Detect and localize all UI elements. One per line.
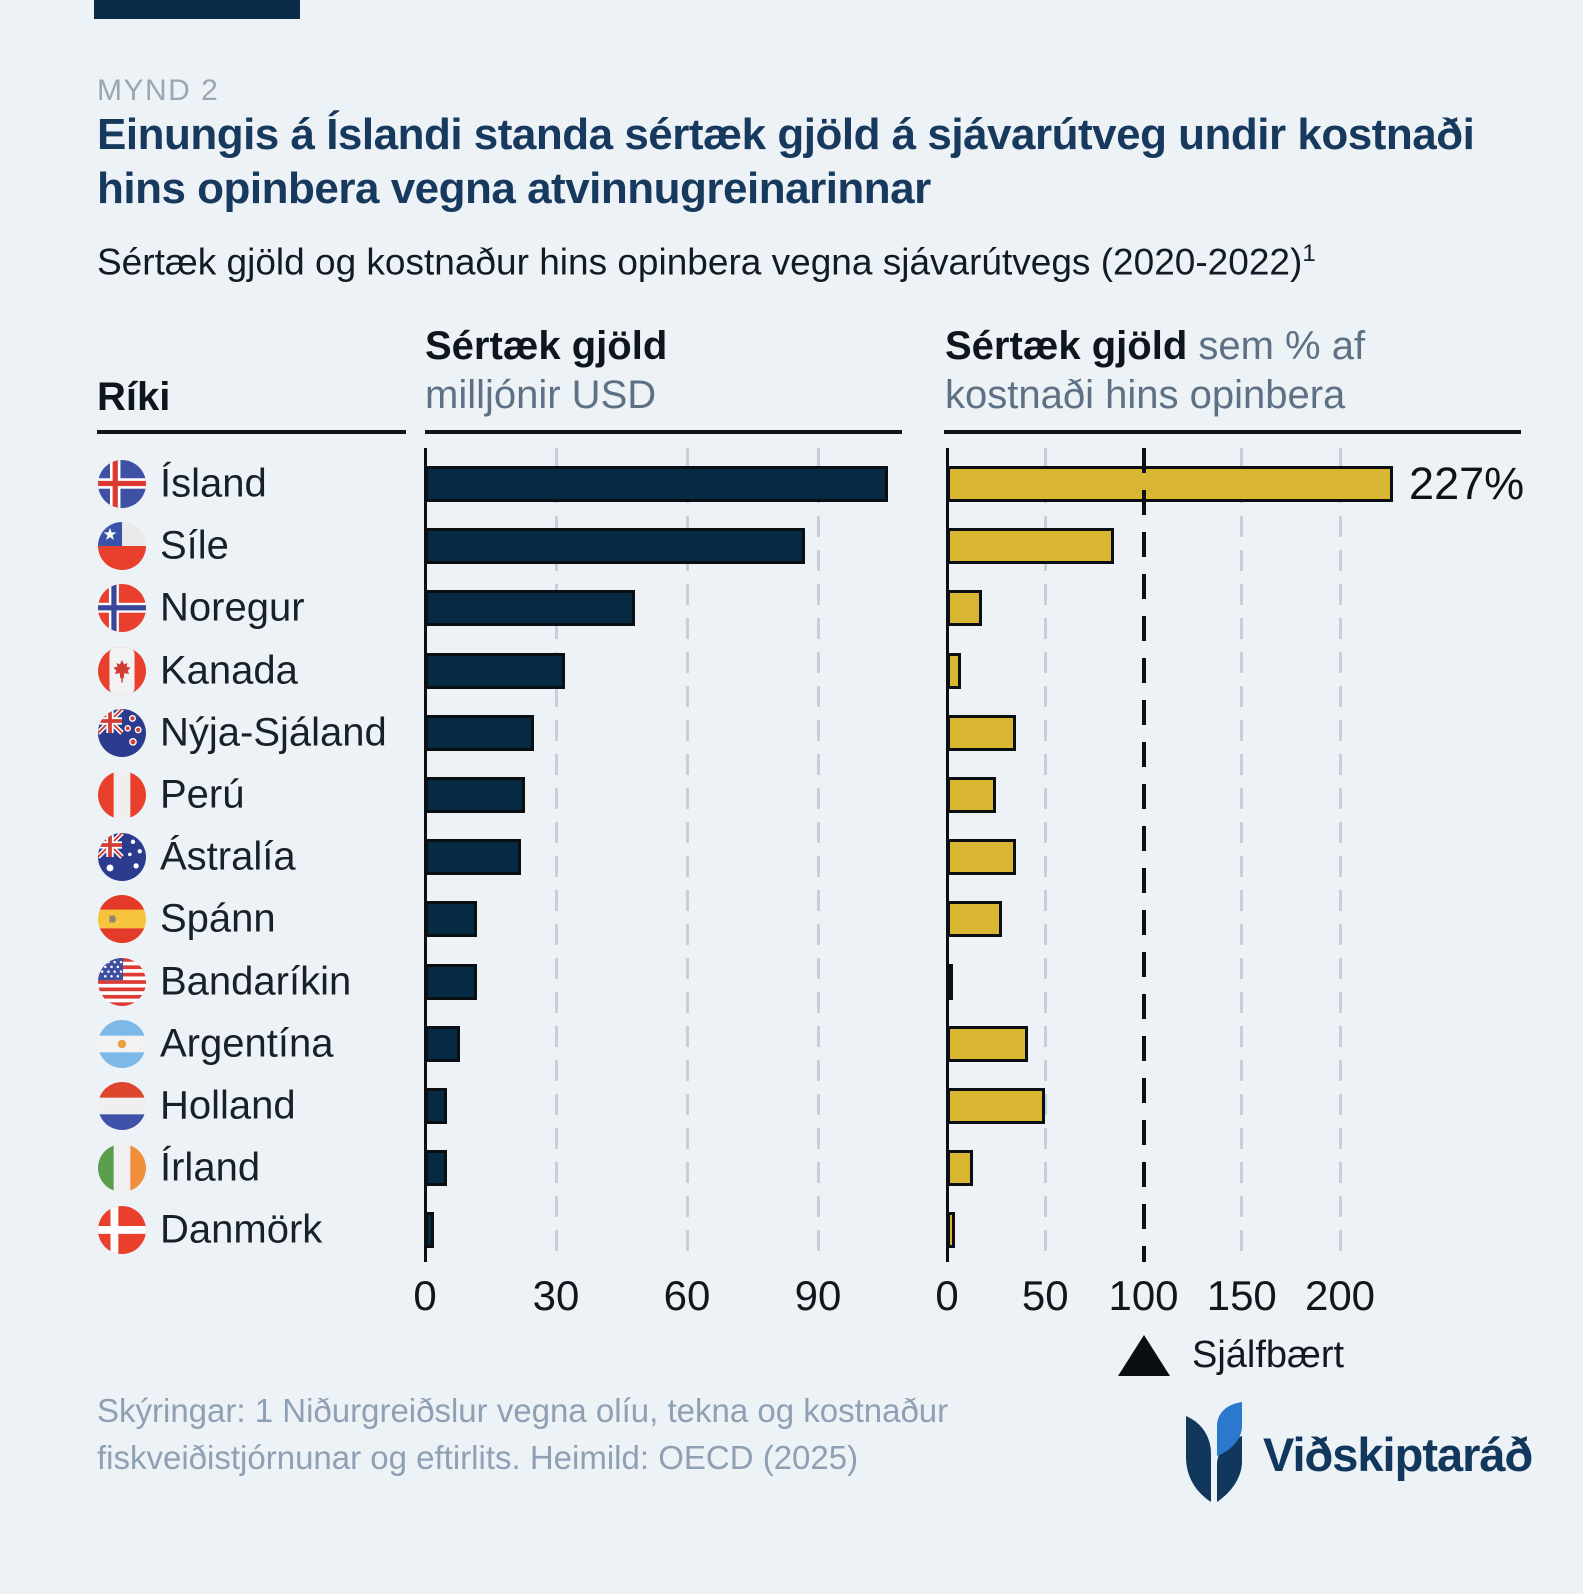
bar-Argentína <box>947 1025 1028 1062</box>
country-label: Bandaríkin <box>160 959 352 1004</box>
subtitle-footnote-marker: 1 <box>1302 240 1316 267</box>
country-label: Holland <box>160 1083 296 1128</box>
country-header-label: Ríki <box>97 375 171 419</box>
axis-tick-100: 100 <box>1108 1272 1179 1319</box>
bar-Írland <box>947 1150 973 1187</box>
gridline-50 <box>1043 448 1047 1262</box>
axis-tick-90: 90 <box>794 1272 842 1319</box>
axis-tick-0: 0 <box>413 1272 437 1319</box>
legend-label: Sjálfbært <box>1192 1334 1345 1376</box>
subtitle-text: Sértæk gjöld og kostnaður hins opinbera … <box>97 241 1303 283</box>
country-label: Spánn <box>160 896 276 941</box>
axis-tick-30: 30 <box>532 1272 580 1319</box>
left-chart-title: Sértæk gjöld <box>425 324 668 368</box>
flag-canada-icon <box>98 646 146 695</box>
bar-Bandaríkin <box>425 963 478 1000</box>
flag-denmark-icon <box>98 1206 146 1255</box>
bar-Holland <box>947 1088 1046 1124</box>
country-label: Ástralía <box>160 834 296 879</box>
axis-tick-0: 0 <box>935 1272 959 1319</box>
axis-tick-200: 200 <box>1304 1272 1376 1319</box>
figure-number: MYND 2 <box>97 74 220 107</box>
country-label: Noregur <box>160 585 305 630</box>
logo-book-icon <box>1186 1402 1242 1502</box>
country-label: Síle <box>160 523 229 568</box>
flag-spain-icon <box>98 895 146 944</box>
gridline-150 <box>1240 448 1244 1262</box>
brand-name: Viðskiptaráð <box>1263 1427 1533 1481</box>
flag-usa-icon <box>98 957 146 1006</box>
bar-Ástralía <box>947 839 1016 876</box>
flag-argentina-icon <box>98 1019 146 1068</box>
country-label: Argentína <box>160 1021 334 1066</box>
axis-tick-60: 60 <box>663 1272 711 1319</box>
right-chart-title-rest: sem % af <box>1187 324 1366 368</box>
flag-norway-icon <box>98 584 146 633</box>
country-label: Ísland <box>160 461 267 506</box>
bar-Síle <box>425 528 805 565</box>
gridline-60 <box>685 448 689 1262</box>
bar-Ísland <box>947 466 1394 502</box>
sustainability-reference-line <box>1141 448 1146 1262</box>
flag-chile-icon <box>98 522 146 571</box>
left-header-rule <box>425 430 902 434</box>
country-label: Kanada <box>160 648 298 693</box>
bar-Spánn <box>947 901 1003 938</box>
gridline-30 <box>554 448 558 1262</box>
bar-Nýja-Sjáland <box>425 714 535 751</box>
bar-Kanada <box>947 652 961 689</box>
axis-line <box>945 448 949 1262</box>
axis-tick-150: 150 <box>1206 1272 1277 1319</box>
country-label: Danmörk <box>160 1207 323 1252</box>
bar-Ástralía <box>425 839 522 876</box>
country-label: Nýja-Sjáland <box>160 710 387 755</box>
page-title: Einungis á Íslandi standa sértæk gjöld á… <box>97 110 1475 213</box>
country-label: Írland <box>160 1145 261 1190</box>
bar-Kanada <box>425 652 565 689</box>
right-header-rule <box>944 430 1521 434</box>
right-chart-header: Sértæk gjöld sem % af kostnaði hins opin… <box>945 322 1365 420</box>
legend: Sjálfbært <box>1118 1334 1344 1377</box>
footnote: Skýringar: 1 Niðurgreiðslur vegna olíu, … <box>97 1392 949 1476</box>
flag-iceland-icon <box>98 460 146 508</box>
right-chart-title: Sértæk gjöld <box>945 324 1188 368</box>
bar-Holland <box>425 1088 447 1124</box>
axis-line <box>423 448 427 1262</box>
flag-new-zealand-icon <box>98 708 146 757</box>
bar-Noregur <box>947 590 983 627</box>
country-label: Perú <box>160 772 245 817</box>
page-subtitle: Sértæk gjöld og kostnaður hins opinbera … <box>97 240 1557 283</box>
bar-Argentína <box>425 1025 460 1062</box>
flag-australia-icon <box>98 833 146 882</box>
iceland-value-label: 227% <box>1409 458 1525 509</box>
bar-Perú <box>425 777 526 813</box>
country-column-header: Ríki <box>97 373 170 422</box>
triangle-up-icon <box>1118 1335 1170 1376</box>
left-chart-unit: milljónir USD <box>425 373 657 417</box>
bar-Noregur <box>425 590 635 627</box>
country-header-rule <box>97 430 406 434</box>
axis-tick-50: 50 <box>1021 1272 1069 1319</box>
accent-bar <box>94 0 300 19</box>
bar-Írland <box>425 1150 447 1187</box>
left-chart-header: Sértæk gjöld milljónir USD <box>425 322 667 420</box>
brand-logo: Viðskiptaráð <box>1183 1402 1533 1506</box>
flag-netherlands-icon <box>98 1082 146 1130</box>
bar-Perú <box>947 777 997 813</box>
bar-Spánn <box>425 901 478 938</box>
bar-Síle <box>947 528 1115 565</box>
right-chart-unit: kostnaði hins opinbera <box>945 373 1346 417</box>
gridline-200 <box>1338 448 1342 1262</box>
gridline-90 <box>816 448 820 1262</box>
bar-Ísland <box>425 466 888 502</box>
bar-Bandaríkin <box>947 963 953 1000</box>
flag-ireland-icon <box>98 1144 146 1193</box>
bar-Nýja-Sjáland <box>947 714 1016 751</box>
flag-peru-icon <box>98 771 146 819</box>
